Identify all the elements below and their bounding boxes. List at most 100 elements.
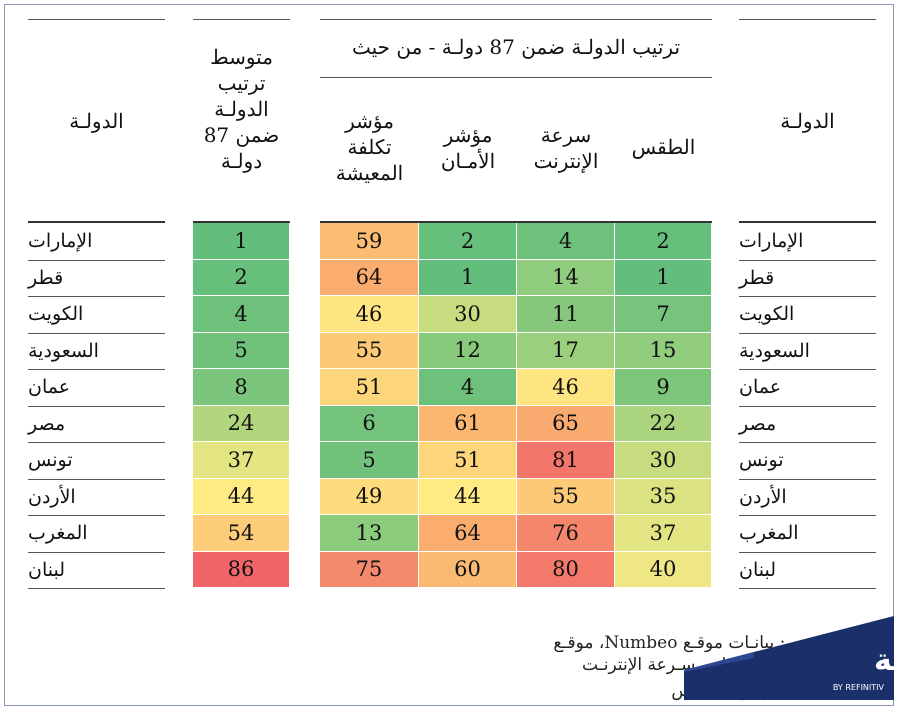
header-cost-line3: المعيشة (335, 161, 404, 185)
cell-average: 24 (193, 405, 290, 442)
cell-cost: 75 (320, 551, 419, 588)
cell-weather: 7 (615, 296, 712, 333)
header-internet-line2: الإنترنت (533, 149, 599, 173)
cell-internet: 14 (517, 259, 615, 296)
cell-weather: 1 (615, 259, 712, 296)
cell-average: 44 (193, 478, 290, 515)
country-name-right: عمان (739, 376, 782, 399)
row-separator (28, 442, 165, 443)
cell-average: 2 (193, 259, 290, 296)
header-average: متوسط ترتيب الدولـة ضمن 87 دولـة (193, 44, 290, 174)
header-average-line2: ترتيب (217, 71, 266, 95)
rule-header-right (739, 221, 876, 223)
cell-average: 8 (193, 369, 290, 406)
country-name-left: السعودية (28, 339, 99, 362)
country-name-left: المغرب (28, 522, 88, 545)
header-cost-line2: تكلفة (347, 135, 392, 159)
country-name-left: الإمارات (28, 230, 93, 253)
cell-cost: 49 (320, 478, 419, 515)
row-separator (28, 588, 165, 589)
cell-internet: 65 (517, 405, 615, 442)
header-safety: مؤشر الأمـان (419, 122, 517, 174)
cell-average: 54 (193, 515, 290, 552)
cell-safety: 60 (419, 551, 517, 588)
country-name-left: الكويت (28, 303, 84, 326)
row-separator (739, 515, 876, 516)
cell-internet: 76 (517, 515, 615, 552)
country-name-left: قطر (28, 266, 64, 289)
country-name-left: الأردن (28, 485, 76, 508)
header-average-line1: متوسط (210, 45, 273, 69)
row-separator (28, 259, 165, 261)
country-name-right: تونس (739, 449, 784, 472)
row-separator (739, 296, 876, 297)
cell-weather: 9 (615, 369, 712, 406)
cell-internet: 55 (517, 478, 615, 515)
cell-weather: 37 (615, 515, 712, 552)
cell-weather: 22 (615, 405, 712, 442)
row-separator (739, 259, 876, 261)
row-separator (28, 515, 165, 516)
cell-cost: 13 (320, 515, 419, 552)
row-separator (28, 405, 165, 407)
cell-cost: 51 (320, 369, 419, 406)
rule-top-average (193, 19, 290, 20)
cell-internet: 17 (517, 332, 615, 369)
logo-banner-shape (684, 616, 894, 700)
cell-cost: 5 (320, 442, 419, 479)
cell-internet: 81 (517, 442, 615, 479)
country-name-left: عمان (28, 376, 71, 399)
row-separator (28, 478, 165, 480)
cell-safety: 12 (419, 332, 517, 369)
cell-weather: 40 (615, 551, 712, 588)
row-separator (739, 369, 876, 370)
row-separator (739, 588, 876, 589)
country-name-right: قطر (739, 266, 775, 289)
cell-internet: 4 (517, 223, 615, 260)
cell-average: 37 (193, 442, 290, 479)
row-separator (739, 551, 876, 553)
country-name-right: الأردن (739, 485, 787, 508)
row-separator (739, 442, 876, 443)
cell-safety: 44 (419, 478, 517, 515)
cell-cost: 59 (320, 223, 419, 260)
header-average-line5: دولـة (220, 149, 263, 173)
logo-accent-shape (684, 652, 754, 672)
country-name-left: لبنان (28, 558, 65, 581)
cell-average: 1 (193, 223, 290, 260)
cell-weather: 2 (615, 223, 712, 260)
rule-group-sub (320, 77, 712, 78)
cell-cost: 46 (320, 296, 419, 333)
header-average-line4: ضمن 87 (203, 123, 280, 147)
zawya-logo: زاوية BY REFINITIV (684, 616, 894, 700)
cell-cost: 64 (320, 259, 419, 296)
cell-average: 5 (193, 332, 290, 369)
row-separator (739, 332, 876, 334)
header-cost: مؤشر تكلفة المعيشة (320, 108, 419, 186)
row-separator (28, 369, 165, 370)
cell-safety: 30 (419, 296, 517, 333)
country-name-right: مصر (739, 412, 777, 435)
country-name-right: السعودية (739, 339, 810, 362)
rule-top-left (28, 19, 165, 20)
cell-internet: 80 (517, 551, 615, 588)
header-weather: الطقس (631, 135, 696, 159)
cell-average: 4 (193, 296, 290, 333)
header-internet-line1: سرعة (540, 123, 592, 147)
row-separator (28, 332, 165, 334)
row-separator (28, 551, 165, 553)
table-frame (4, 4, 894, 706)
cell-weather: 30 (615, 442, 712, 479)
row-separator (739, 405, 876, 407)
country-name-left: مصر (28, 412, 66, 435)
country-name-right: المغرب (739, 522, 799, 545)
logo-by-refinitiv: BY REFINITIV (833, 683, 885, 692)
country-name-right: لبنان (739, 558, 776, 581)
rule-top-group (320, 19, 712, 20)
cell-weather: 35 (615, 478, 712, 515)
cell-internet: 11 (517, 296, 615, 333)
rule-top-right (739, 19, 876, 20)
country-name-right: الكويت (739, 303, 795, 326)
cell-safety: 4 (419, 369, 517, 406)
cell-safety: 51 (419, 442, 517, 479)
